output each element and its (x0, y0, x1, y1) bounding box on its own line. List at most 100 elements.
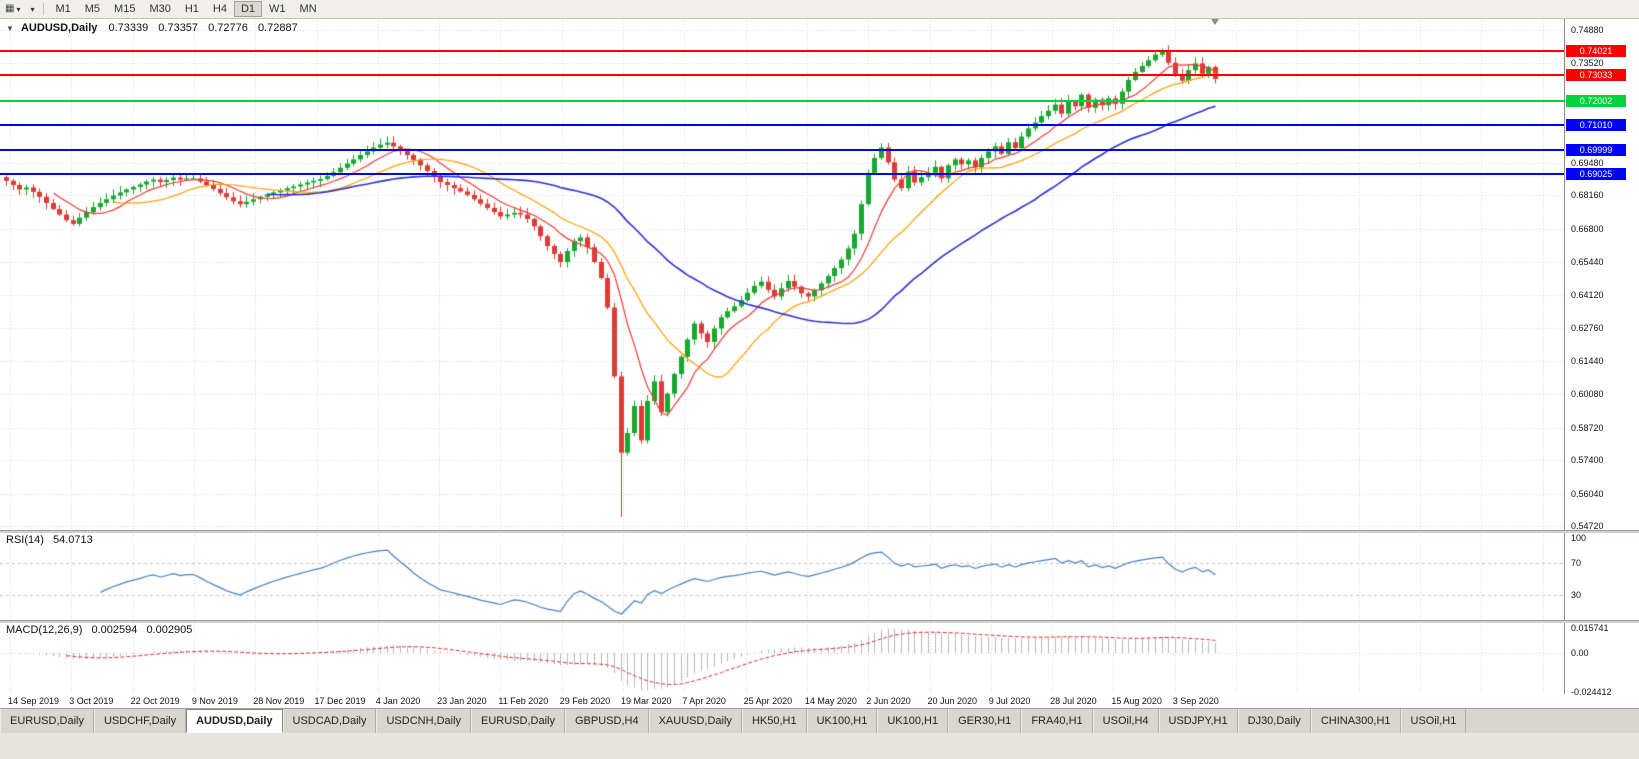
chart-tab-bar: EURUSD,Daily USDCHF,Daily AUDUSD,Daily USDC… (0, 708, 1639, 733)
price-axis-label: 0.56040 (1571, 488, 1604, 499)
timeframe-button-h4[interactable]: H4 (212, 3, 227, 15)
date-label: 3 Oct 2019 (69, 696, 114, 706)
macd-main-value: 0.002594 (91, 624, 138, 636)
rsi-panel-canvas[interactable] (0, 532, 1564, 620)
chart-tab-china300-h1[interactable]: CHINA300,H1 (1310, 709, 1401, 733)
price-axis-label: 0.54720 (1571, 521, 1604, 531)
price-axis-label: 0.61440 (1571, 355, 1604, 366)
date-label: 20 Jun 2020 (927, 696, 978, 706)
rsi-axis-label: 100 (1571, 533, 1587, 543)
date-label: 9 Jul 2020 (988, 696, 1031, 706)
date-label: 2 Jun 2020 (866, 696, 911, 706)
chart-tab-uk100-h1[interactable]: UK100,H1 (877, 709, 949, 733)
price-axis-label: 0.66800 (1571, 223, 1604, 234)
date-label: 9 Nov 2019 (191, 696, 238, 706)
horizontal-line-resistance-2[interactable] (0, 74, 1564, 77)
chart-tab-ger30-h1[interactable]: GER30,H1 (948, 709, 1022, 733)
price-axis-label: 0.58720 (1571, 422, 1604, 433)
price-chart-canvas[interactable] (0, 18, 1564, 530)
horizontal-line-resistance-1[interactable] (0, 50, 1564, 53)
timeframe-button-row: M1 M5 M15 M30 H1 H4 D1 W1 MN (48, 1, 323, 17)
rsi-value: 54.0713 (52, 534, 93, 546)
date-label: 17 Dec 2019 (314, 696, 366, 706)
price-axis-label: 0.69480 (1571, 157, 1604, 168)
chart-toolbar: ▦ ▾ ▾ M1 M5 M15 M30 H1 H4 D1 W1 MN (0, 0, 1639, 19)
price-axis-label: 0.74880 (1571, 25, 1604, 35)
chevron-down-icon: ▾ (30, 4, 35, 14)
chart-tab-gbpusd-h4[interactable]: GBPUSD,H4 (565, 709, 649, 733)
chart-window-icon: ▦ (5, 3, 15, 14)
chart-tab-dj30-daily[interactable]: DJ30,Daily (1237, 709, 1311, 733)
chart-tab-uk100-h1[interactable]: UK100,H1 (806, 709, 878, 733)
horizontal-line-support-3[interactable] (0, 173, 1564, 176)
price-axis-label: 0.60080 (1571, 389, 1604, 400)
timeframe-button-m1[interactable]: M1 (55, 3, 71, 15)
price-badge-support-1: 0.71010 (1566, 119, 1626, 132)
chevron-down-icon: ▾ (16, 4, 21, 14)
chart-tab-fra40-h1[interactable]: FRA40,H1 (1021, 709, 1093, 733)
date-label: 28 Nov 2019 (253, 696, 305, 706)
date-label: 7 Apr 2020 (682, 696, 726, 706)
timeframe-button-m5[interactable]: M5 (84, 3, 101, 15)
chart-tab-usdchf-daily[interactable]: USDCHF,Daily (93, 709, 187, 733)
date-axis[interactable]: 14 Sep 2019 3 Oct 2019 22 Oct 2019 9 Nov 20… (0, 694, 1564, 708)
date-label: 25 Apr 2020 (743, 696, 793, 706)
price-axis-label: 0.57400 (1571, 455, 1604, 466)
horizontal-line-support-2[interactable] (0, 149, 1564, 152)
date-label: 14 May 2020 (804, 696, 857, 706)
macd-signal-value: 0.002905 (146, 624, 193, 636)
rsi-indicator-name: RSI(14) (6, 534, 44, 546)
rsi-axis-label: 70 (1571, 557, 1582, 568)
chart-tab-usoil-h1[interactable]: USOil,H1 (1400, 709, 1467, 733)
panel-separator-rsi[interactable] (0, 530, 1639, 533)
price-badge-resistance-1: 0.74021 (1566, 45, 1626, 58)
macd-axis-label: 0.015741 (1571, 622, 1609, 633)
chart-tab-eurusd-daily[interactable]: EURUSD,Daily (471, 709, 565, 733)
price-axis[interactable]: 0.74880 0.73520 0.69480 0.68160 0.66800 0.654… (1564, 18, 1639, 697)
date-label: 15 Aug 2020 (1111, 696, 1162, 706)
macd-axis-label: -0.024412 (1571, 686, 1612, 697)
macd-panel-canvas[interactable] (0, 622, 1564, 694)
date-label: 28 Jul 2020 (1050, 696, 1097, 706)
timeframe-button-h1[interactable]: H1 (184, 3, 199, 15)
macd-indicator-name: MACD(12,26,9) (6, 624, 83, 636)
chart-tab-eurusd-daily[interactable]: EURUSD,Daily (0, 709, 94, 733)
timeframe-button-mn[interactable]: MN (299, 3, 317, 15)
price-axis-label: 0.65440 (1571, 257, 1604, 268)
price-axis-label: 0.62760 (1571, 323, 1604, 334)
macd-axis-label: 0.00 (1571, 648, 1589, 658)
price-axis-label: 0.68160 (1571, 190, 1604, 201)
charts-menu-button[interactable]: ▦ ▾ (0, 1, 25, 17)
price-badge-resistance-2: 0.73033 (1566, 69, 1626, 82)
horizontal-line-level-green[interactable] (0, 99, 1564, 102)
chart-tab-usdcad-daily[interactable]: USDCAD,Daily (282, 709, 377, 733)
price-badge-level-green: 0.72002 (1566, 94, 1626, 107)
macd-label: MACD(12,26,9) 0.002594 0.002905 (6, 624, 192, 636)
rsi-axis-label: 30 (1571, 590, 1582, 601)
date-label: 23 Jan 2020 (437, 696, 487, 706)
panel-separator-macd[interactable] (0, 620, 1639, 623)
toolbar-separator (43, 3, 45, 15)
chart-list-dropdown-button[interactable]: ▾ (25, 1, 39, 17)
chart-tab-usoil-h4[interactable]: USOil,H4 (1092, 709, 1159, 733)
price-axis-label: 0.73520 (1571, 58, 1604, 69)
chart-tab-audusd-daily[interactable]: AUDUSD,Daily (186, 709, 283, 733)
date-label: 11 Feb 2020 (498, 696, 549, 706)
timeframe-button-m30[interactable]: M30 (149, 3, 171, 15)
date-label: 19 Mar 2020 (621, 696, 672, 706)
price-axis-label: 0.64120 (1571, 289, 1604, 300)
chart-tab-hk50-h1[interactable]: HK50,H1 (741, 709, 807, 733)
date-label: 29 Feb 2020 (559, 696, 611, 706)
horizontal-line-support-1[interactable] (0, 124, 1564, 127)
chart-tab-usdcnh-daily[interactable]: USDCNH,Daily (376, 709, 472, 733)
chart-tab-xauusd-daily[interactable]: XAUUSD,Daily (648, 709, 742, 733)
date-label: 22 Oct 2019 (130, 696, 180, 706)
price-badge-support-2: 0.69999 (1566, 144, 1626, 157)
timeframe-button-m15[interactable]: M15 (114, 3, 136, 15)
timeframe-button-w1[interactable]: W1 (269, 3, 286, 15)
rsi-label: RSI(14) 54.0713 (6, 534, 93, 546)
chart-tab-usdjpy-h1[interactable]: USDJPY,H1 (1158, 709, 1238, 733)
price-badge-support-3: 0.69025 (1566, 168, 1626, 181)
timeframe-button-d1[interactable]: D1 (233, 1, 263, 17)
